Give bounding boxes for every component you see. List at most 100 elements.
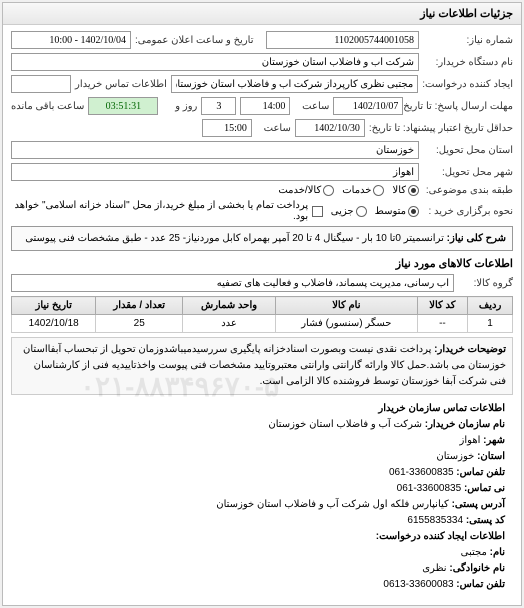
radio-services[interactable]: خدمات xyxy=(342,185,384,196)
contact-city-label: شهر: xyxy=(483,435,505,446)
cell-date: 1402/10/18 xyxy=(12,315,96,333)
goods-table: ردیف کد کالا نام کالا واحد شمارش تعداد /… xyxy=(11,296,513,333)
row-city: شهر محل تحویل: xyxy=(11,163,513,181)
fax-label: نی تماس: xyxy=(464,483,505,494)
delivery-time-field[interactable] xyxy=(202,119,252,137)
announce-label: تاریخ و ساعت اعلان عمومی: xyxy=(135,35,254,46)
cell-row: 1 xyxy=(468,315,513,333)
radio-minor[interactable]: جزیی xyxy=(331,206,367,217)
phone-label: تلفن تماس: xyxy=(456,467,505,478)
delivery-deadline-label: حداقل تاریخ اعتبار پیشنهاد: تا تاریخ: xyxy=(369,123,513,134)
address-value: کیانپارس فلکه اول شرکت آب و فاضلاب استان… xyxy=(216,499,449,510)
city-label: شهر محل تحویل: xyxy=(423,167,513,178)
org-label: نام سازمان خریدار: xyxy=(425,419,505,430)
time-label-1: ساعت xyxy=(294,101,329,112)
delivery-date-field[interactable] xyxy=(295,119,365,137)
time-label-2: ساعت xyxy=(256,123,291,134)
procurement-label: نحوه برگزاری خرید : xyxy=(423,206,513,217)
col-date: تاریخ نیاز xyxy=(12,297,96,315)
description-box: شرح کلی نیاز: ترانسمیتر 0تا 10 بار - سیگ… xyxy=(11,226,513,251)
col-unit: واحد شمارش xyxy=(183,297,276,315)
contact-field[interactable] xyxy=(11,75,71,93)
requester-field[interactable] xyxy=(171,75,418,93)
remaining-label: ساعت باقی مانده xyxy=(11,101,84,112)
details-panel: جزئیات اطلاعات نیاز شماره نیاز: تاریخ و … xyxy=(2,2,522,606)
header-form: شماره نیاز: تاریخ و ساعت اعلان عمومی: نا… xyxy=(3,25,521,605)
row-procurement: نحوه برگزاری خرید : متوسط جزیی پرداخت تم… xyxy=(11,200,513,222)
row-quantity-type: طبقه بندی موضوعی: کالا خدمات کالا/خدمت xyxy=(11,185,513,196)
table-row[interactable]: 1 -- حسگر (سنسور) فشار عدد 25 1402/10/18 xyxy=(12,315,513,333)
radio-icon xyxy=(373,185,384,196)
radio-medium[interactable]: متوسط xyxy=(375,206,419,217)
row-buyer-device: نام دستگاه خریدار: xyxy=(11,53,513,71)
postal-label: کد پستی: xyxy=(466,515,505,526)
row-delivery-deadline: حداقل تاریخ اعتبار پیشنهاد: تا تاریخ: سا… xyxy=(11,119,513,137)
creator-title: اطلاعات ایجاد کننده درخواست: xyxy=(376,531,505,542)
row-requester: ایجاد کننده درخواست: اطلاعات تماس خریدار xyxy=(11,75,513,93)
col-row: ردیف xyxy=(468,297,513,315)
radio-icon xyxy=(408,206,419,217)
fax-value: 33600835-061 xyxy=(397,483,462,494)
row-deadline: مهلت ارسال پاسخ: تا تاریخ: ساعت روز و سا… xyxy=(11,97,513,115)
radio-both[interactable]: کالا/خدمت xyxy=(278,185,334,196)
deadline-time-field[interactable] xyxy=(240,97,290,115)
org-value: شرکت آب و فاضلاب استان خوزستان xyxy=(268,419,422,430)
cell-unit: عدد xyxy=(183,315,276,333)
group-label: گروه کالا: xyxy=(458,278,513,289)
row-province: استان محل تحویل: xyxy=(11,141,513,159)
contact-province: خوزستان xyxy=(436,451,474,462)
radio-icon xyxy=(323,185,334,196)
phone-value: 33600835-061 xyxy=(389,467,454,478)
name-label: نام: xyxy=(490,547,505,558)
procurement-radio-group: متوسط جزیی xyxy=(331,206,419,217)
radio-goods[interactable]: کالا xyxy=(392,185,419,196)
contact-province-label: استان: xyxy=(477,451,505,462)
deadline-date-field[interactable] xyxy=(333,97,403,115)
lastname-label: نام خانوادگی: xyxy=(449,563,505,574)
postal-value: 6155835334 xyxy=(407,515,463,526)
pay-checkbox[interactable] xyxy=(312,206,323,217)
quantity-radio-group: کالا خدمات کالا/خدمت xyxy=(278,185,419,196)
group-field[interactable] xyxy=(11,274,454,292)
pay-note: پرداخت تمام یا بخشی از مبلغ خرید،از محل … xyxy=(11,200,308,222)
contact-label: اطلاعات تماس خریدار xyxy=(75,79,167,90)
remaining-timer xyxy=(88,97,158,115)
province-label: استان محل تحویل: xyxy=(423,145,513,156)
col-code: کد کالا xyxy=(417,297,467,315)
col-name: نام کالا xyxy=(275,297,417,315)
days-field xyxy=(201,97,236,115)
address-label: آدرس پستی: xyxy=(452,499,505,510)
buyer-device-field[interactable] xyxy=(11,53,419,71)
city-field[interactable] xyxy=(11,163,419,181)
days-label: روز و xyxy=(162,101,197,112)
creator-phone-label: تلفن تماس: xyxy=(456,579,505,590)
request-no-label: شماره نیاز: xyxy=(423,35,513,46)
panel-title: جزئیات اطلاعات نیاز xyxy=(3,3,521,25)
lastname-value: نظری xyxy=(422,563,446,574)
province-field[interactable] xyxy=(11,141,419,159)
desc-label: شرح کلی نیاز: xyxy=(447,233,506,244)
contact-section: اطلاعات تماس سازمان خریدار نام سازمان خر… xyxy=(11,395,513,599)
name-value: مجتبی xyxy=(461,547,487,558)
buyer-notes-label: توضیحات خریدار: xyxy=(434,344,506,355)
announce-field[interactable] xyxy=(11,31,131,49)
goods-title: اطلاعات کالاهای مورد نیاز xyxy=(11,257,513,270)
request-no-field[interactable] xyxy=(266,31,420,49)
contact-title: اطلاعات تماس سازمان خریدار xyxy=(378,403,505,414)
quantity-type-label: طبقه بندی موضوعی: xyxy=(423,185,513,196)
creator-phone-value: 33600083-0613 xyxy=(383,579,453,590)
buyer-notes-box: توضیحات خریدار: پرداخت نقدی نیست وبصورت … xyxy=(11,337,513,395)
col-qty: تعداد / مقدار xyxy=(96,297,183,315)
radio-icon xyxy=(408,185,419,196)
requester-label: ایجاد کننده درخواست: xyxy=(422,79,513,90)
row-request-no: شماره نیاز: تاریخ و ساعت اعلان عمومی: xyxy=(11,31,513,49)
cell-name: حسگر (سنسور) فشار xyxy=(275,315,417,333)
radio-icon xyxy=(356,206,367,217)
cell-qty: 25 xyxy=(96,315,183,333)
row-group: گروه کالا: xyxy=(11,274,513,292)
deadline-label: مهلت ارسال پاسخ: تا تاریخ: xyxy=(407,101,513,112)
buyer-device-label: نام دستگاه خریدار: xyxy=(423,57,513,68)
cell-code: -- xyxy=(417,315,467,333)
table-header-row: ردیف کد کالا نام کالا واحد شمارش تعداد /… xyxy=(12,297,513,315)
contact-city: اهواز xyxy=(460,435,481,446)
